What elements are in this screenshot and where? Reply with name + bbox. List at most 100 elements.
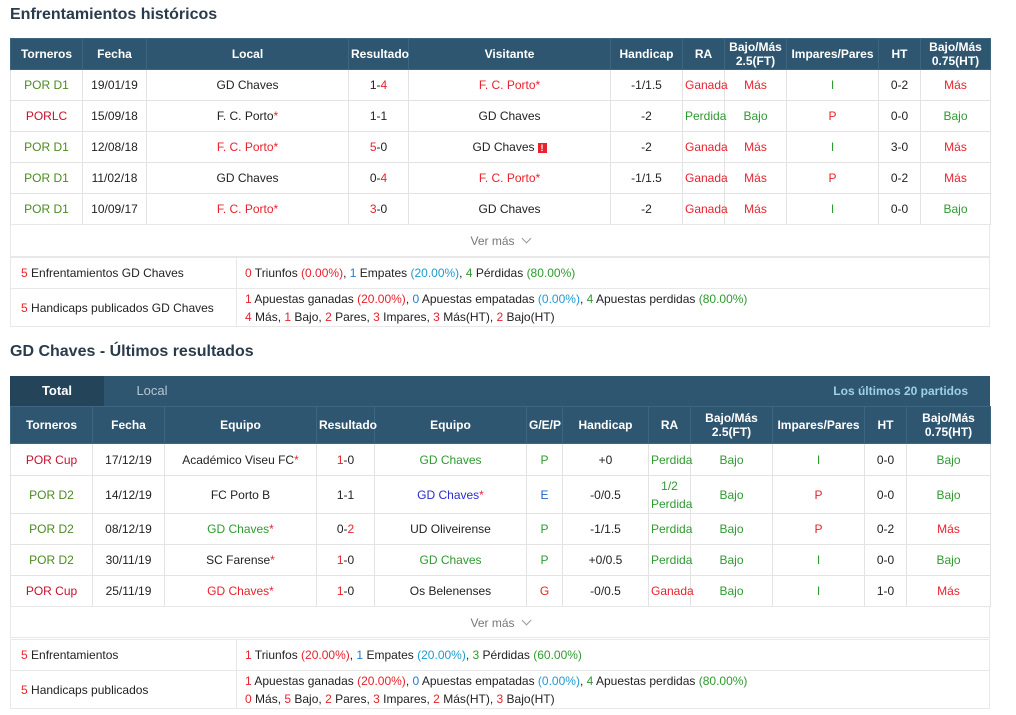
team1-cell[interactable]: GD Chaves* <box>164 575 317 607</box>
table-row[interactable]: POR D1 12/08/18 F. C. Porto* 5-0 GD Chav… <box>10 131 991 163</box>
team2-cell[interactable]: Os Belenenses <box>374 575 527 607</box>
local-cell[interactable]: GD Chaves <box>146 69 349 101</box>
team-name[interactable]: GD Chaves <box>207 522 270 536</box>
fecha-cell: 19/01/19 <box>82 69 147 101</box>
result-cell[interactable]: 0-4 <box>348 162 409 194</box>
visit-cell[interactable]: GD Chaves! <box>408 131 611 163</box>
result-cell[interactable]: 3-0 <box>348 193 409 225</box>
team-name[interactable]: GD Chaves <box>417 487 480 502</box>
team-name[interactable]: SC Farense <box>206 553 271 567</box>
team-name[interactable]: GD Chaves <box>419 452 482 467</box>
handicap-cell: +0/0.5 <box>562 544 649 576</box>
chevron-down-icon[interactable] <box>521 615 531 626</box>
team2-cell[interactable]: GD Chaves <box>374 443 527 476</box>
torneo-cell[interactable]: POR D1 <box>10 69 83 101</box>
result-cell[interactable]: 1-1 <box>316 475 375 514</box>
team2-cell[interactable]: GD Chaves* <box>374 475 527 514</box>
h2h-more-button[interactable]: Ver más <box>10 224 990 257</box>
score-away: 0 <box>347 452 355 467</box>
result-cell[interactable]: 1-0 <box>316 544 375 576</box>
team-name[interactable]: Académico Viseu FC <box>182 452 295 467</box>
result-cell[interactable]: 1-1 <box>348 100 409 132</box>
more-label[interactable]: Ver más <box>470 616 515 630</box>
result-cell[interactable]: 1-4 <box>348 69 409 101</box>
torneo-cell[interactable]: POR D1 <box>10 131 83 163</box>
torneo-cell[interactable]: POR D1 <box>10 162 83 194</box>
team-name[interactable]: GD Chaves <box>216 171 279 185</box>
col-torneros: Torneros <box>10 38 83 70</box>
handicap-cell: -1/1.5 <box>562 513 649 545</box>
visit-cell[interactable]: F. C. Porto* <box>408 162 611 194</box>
team1-cell[interactable]: FC Porto B <box>164 475 317 514</box>
handicap-cell: -1/1.5 <box>610 162 683 194</box>
table-row[interactable]: POR D2 14/12/19 FC Porto B 1-1 GD Chaves… <box>10 475 991 514</box>
result-cell[interactable]: 0-2 <box>316 513 375 545</box>
visit-cell[interactable]: GD Chaves <box>408 193 611 225</box>
last-matches-link[interactable]: Los últimos 20 partidos <box>833 384 968 398</box>
table-row[interactable]: POR D2 08/12/19 GD Chaves* 0-2 UD Olivei… <box>10 513 991 545</box>
handicap-cell: -0/0.5 <box>562 575 649 607</box>
team-name[interactable]: F. C. Porto <box>216 140 274 154</box>
team-name[interactable]: FC Porto B <box>210 487 271 502</box>
team-name[interactable]: F. C. Porto <box>216 202 274 216</box>
summary-row-handicaps: 5 Handicaps publicados GD Chaves 1 Apues… <box>10 288 990 327</box>
table-row[interactable]: POR D1 11/02/18 GD Chaves 0-4 F. C. Port… <box>10 162 991 194</box>
torneo-cell[interactable]: POR D2 <box>10 544 93 576</box>
tab-total[interactable]: Total <box>10 376 104 406</box>
team-name[interactable]: Os Belenenses <box>409 584 492 598</box>
col-odd-even: Impares/Pares <box>786 38 879 70</box>
recent-more-button[interactable]: Ver más <box>10 606 990 638</box>
ra-cell: Perdida <box>648 544 692 576</box>
team1-cell[interactable]: GD Chaves* <box>164 513 317 545</box>
table-row[interactable]: POR D2 30/11/19 SC Farense* 1-0 GD Chave… <box>10 544 991 576</box>
team-name[interactable]: GD Chaves <box>216 78 279 92</box>
team1-cell[interactable]: Académico Viseu FC* <box>164 443 317 476</box>
col-ou-ft: Bajo/Más 2.5(FT) <box>690 406 773 444</box>
torneo-cell[interactable]: POR D2 <box>10 475 93 514</box>
table-row[interactable]: POR D1 10/09/17 F. C. Porto* 3-0 GD Chav… <box>10 193 991 225</box>
team-name[interactable]: GD Chaves <box>478 109 541 123</box>
table-row[interactable]: PORLC 15/09/18 F. C. Porto* 1-1 GD Chave… <box>10 100 991 132</box>
col-ht: HT <box>864 406 907 444</box>
team-name[interactable]: F. C. Porto <box>216 109 274 123</box>
team-name[interactable]: GD Chaves <box>472 140 535 154</box>
team2-cell[interactable]: UD Oliveirense <box>374 513 527 545</box>
visit-cell[interactable]: F. C. Porto* <box>408 69 611 101</box>
torneo-cell[interactable]: PORLC <box>10 100 83 132</box>
team2-cell[interactable]: GD Chaves <box>374 544 527 576</box>
team1-cell[interactable]: SC Farense* <box>164 544 317 576</box>
table-row[interactable]: POR Cup 17/12/19 Académico Viseu FC* 1-0… <box>10 443 991 476</box>
torneo-cell[interactable]: POR D2 <box>10 513 93 545</box>
torneo-cell[interactable]: POR Cup <box>10 443 93 476</box>
table-row[interactable]: POR Cup 25/11/19 GD Chaves* 1-0 Os Belen… <box>10 575 991 607</box>
result-cell[interactable]: 5-0 <box>348 131 409 163</box>
team-name[interactable]: F. C. Porto <box>478 171 536 185</box>
result-cell[interactable]: 1-0 <box>316 443 375 476</box>
visit-cell[interactable]: GD Chaves <box>408 100 611 132</box>
ou-ht-cell: Más <box>906 513 991 545</box>
table-row[interactable]: POR D1 19/01/19 GD Chaves 1-4 F. C. Port… <box>10 69 991 101</box>
chevron-down-icon[interactable] <box>521 233 531 244</box>
team-name[interactable]: UD Oliveirense <box>410 522 491 536</box>
warning-icon: ! <box>537 142 547 153</box>
col-resultado: Resultado <box>316 406 377 444</box>
local-cell[interactable]: F. C. Porto* <box>146 131 349 163</box>
result-cell[interactable]: 1-0 <box>316 575 375 607</box>
ht-cell: 0-0 <box>864 443 907 476</box>
local-cell[interactable]: F. C. Porto* <box>146 193 349 225</box>
star-icon: * <box>270 553 275 567</box>
torneo-cell[interactable]: POR D1 <box>10 193 83 225</box>
local-cell[interactable]: F. C. Porto* <box>146 100 349 132</box>
team-name[interactable]: GD Chaves <box>478 202 541 216</box>
torneo-cell[interactable]: POR Cup <box>10 575 93 607</box>
local-cell[interactable]: GD Chaves <box>146 162 349 194</box>
team-name[interactable]: GD Chaves <box>207 584 270 598</box>
team-name[interactable]: GD Chaves <box>419 553 482 567</box>
team-name[interactable]: F. C. Porto <box>478 78 536 92</box>
col-torneros: Torneros <box>10 406 93 444</box>
h2h-title: Enfrentamientos históricos <box>10 6 218 23</box>
more-label[interactable]: Ver más <box>470 234 515 248</box>
tab-local[interactable]: Local <box>136 383 168 398</box>
recent-title: GD Chaves - Últimos resultados <box>10 343 254 360</box>
ht-cell: 3-0 <box>878 131 921 163</box>
